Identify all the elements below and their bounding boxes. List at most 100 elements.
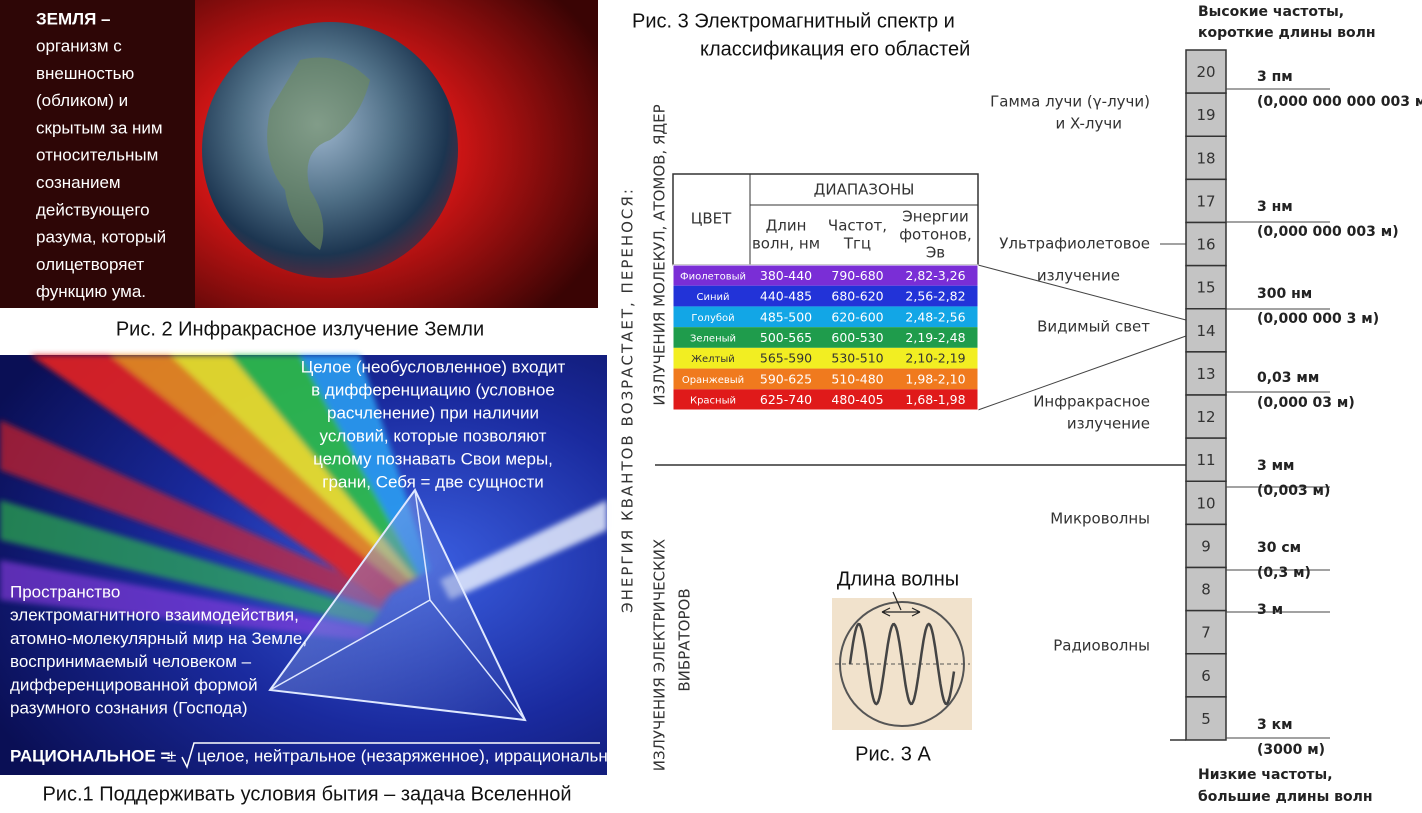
scale-cell	[1185, 49, 1227, 94]
table-cell: 480-405	[831, 392, 883, 407]
table-cell: 440-485	[760, 289, 812, 304]
title: Рис. 3 Электромагнитный спектр и	[632, 10, 955, 32]
table-cell: 600-530	[831, 330, 883, 345]
wavelength-label: (3000 м)	[1257, 742, 1325, 758]
region-label: Радиоволны	[1053, 637, 1150, 655]
table-row	[673, 389, 978, 410]
wavelength-label: 3 км	[1257, 717, 1293, 733]
wave-arrow	[881, 591, 921, 617]
table-cell: 565-590	[760, 351, 812, 366]
wave-label: Длина волны	[837, 568, 959, 590]
region-label: Микроволны	[1050, 510, 1150, 528]
text-line: воспринимаемый человеком –	[10, 652, 252, 671]
prism	[268, 488, 527, 722]
scale-number: 8	[1201, 581, 1211, 599]
text-line: Пространство	[10, 582, 120, 601]
scale-number: 11	[1196, 451, 1215, 469]
wavelength-label: (0,000 000 3 м)	[1257, 311, 1379, 327]
table-row	[673, 285, 978, 307]
text-line: олицетворяет	[36, 255, 144, 274]
table-row	[673, 368, 978, 390]
table-subheader: Энергии	[902, 208, 968, 226]
formula-sign: ±	[167, 746, 176, 765]
scale-number: 16	[1196, 236, 1215, 254]
wavelength-label: 3 м	[1257, 602, 1283, 618]
wave	[848, 622, 956, 706]
table-subheader: Частот,	[828, 217, 887, 235]
table-cell: Желтый	[691, 354, 735, 365]
wavelength-label: 3 пм	[1257, 69, 1293, 85]
wavelength-label: 0,03 мм	[1257, 370, 1319, 386]
text-line: функцию ума.	[36, 282, 146, 301]
text-line: Целое (необусловленное) входит	[301, 357, 566, 376]
vertical-label: ИЗЛУЧЕНИЯ ЭЛЕКТРИЧЕСКИХ	[651, 539, 669, 771]
table-row	[673, 306, 978, 328]
scale-cell	[1185, 696, 1227, 741]
table-cell: 510-480	[831, 371, 883, 386]
scale-top: Высокие частоты,	[1198, 4, 1344, 20]
table-cell: 625-740	[760, 392, 812, 407]
figure-2: ЗЕМЛЯ – организм с внешностью (обликом) и с…	[0, 0, 598, 340]
table-subheader: фотонов,	[899, 226, 972, 244]
scale-cell	[1185, 308, 1227, 353]
wavelength-label: 30 см	[1257, 540, 1301, 556]
table-row	[673, 347, 978, 369]
caption: Рис.1 Поддерживать условия бытия – задач…	[42, 783, 571, 805]
wavelength-label: (0,000 000 000 003 м)	[1257, 94, 1422, 110]
scale-number: 6	[1201, 667, 1211, 685]
wavelength-label: 3 нм	[1257, 199, 1293, 215]
earth	[202, 22, 458, 278]
scale-number: 14	[1196, 322, 1215, 340]
formula-radicand: целое, нейтральное (незаряженное), иррац…	[197, 746, 627, 765]
table-subheader: Тгц	[843, 235, 871, 253]
scale-cell	[1185, 653, 1227, 698]
scale-number: 12	[1196, 408, 1215, 426]
scale-number: 20	[1196, 63, 1215, 81]
table-cell: Оранжевый	[682, 375, 744, 386]
scale-number: 18	[1196, 149, 1215, 167]
caption: Рис. 2 Инфракрасное излучение Земли	[116, 318, 484, 340]
table-subheader: волн, нм	[752, 235, 820, 253]
radical	[181, 742, 600, 770]
table-cell: Красный	[690, 396, 736, 407]
table-subheader: Эв	[926, 244, 945, 262]
text-line: действующего	[36, 200, 150, 219]
table-cell: 380-440	[760, 268, 812, 283]
table-cell: Зеленый	[690, 334, 736, 345]
table-border	[672, 264, 979, 411]
region-label: излучение	[1037, 267, 1120, 285]
wavelength-label: (0,000 03 м)	[1257, 395, 1355, 411]
text-line: электромагнитного взаимодействия,	[10, 606, 299, 625]
table-cell: 500-565	[760, 330, 812, 345]
prism-edge	[269, 599, 431, 691]
fig1-top-text: Целое (необусловленное) входит в дифферен…	[301, 357, 566, 491]
scale-cell	[1185, 566, 1227, 612]
vertical-label: ЭНЕРГИЯ КВАНТОВ ВОЗРАСТАЕТ, ПЕРЕНОСЯ:	[619, 187, 637, 613]
scale-cell	[1185, 264, 1227, 310]
text-line: расчленение) при наличии	[327, 403, 539, 422]
wavelength-label: 3 мм	[1257, 458, 1295, 474]
region-label: Видимый свет	[1037, 318, 1150, 336]
scale-cell	[1185, 609, 1227, 655]
table-cell: 1,68-1,98	[905, 392, 965, 407]
prism-edge	[414, 489, 431, 601]
connector	[977, 335, 1187, 411]
fig2-text: организм с внешностью (обликом) и скрытым з…	[36, 36, 166, 301]
text-line: скрытым за ним	[36, 118, 163, 137]
continent	[267, 57, 370, 250]
table-cell: 2,56-2,82	[905, 289, 965, 304]
text-line: грани, Себя = две сущности	[322, 472, 543, 491]
table-cell: 2,19-2,48	[905, 330, 965, 345]
figure-1: Целое (необусловленное) входит в дифферен…	[0, 355, 627, 805]
wave-caption: Рис. 3 А	[855, 743, 931, 765]
scale-cell	[1185, 221, 1227, 267]
table-cell: Фиолетовый	[680, 271, 746, 282]
table-row	[673, 327, 978, 348]
scale-number: 9	[1201, 537, 1211, 555]
scale-bottom: Низкие частоты,	[1198, 767, 1333, 783]
wavelength-label: 300 нм	[1257, 286, 1312, 302]
text-line: относительным	[36, 146, 158, 165]
table-header-text: ЦВЕТ	[691, 210, 732, 228]
